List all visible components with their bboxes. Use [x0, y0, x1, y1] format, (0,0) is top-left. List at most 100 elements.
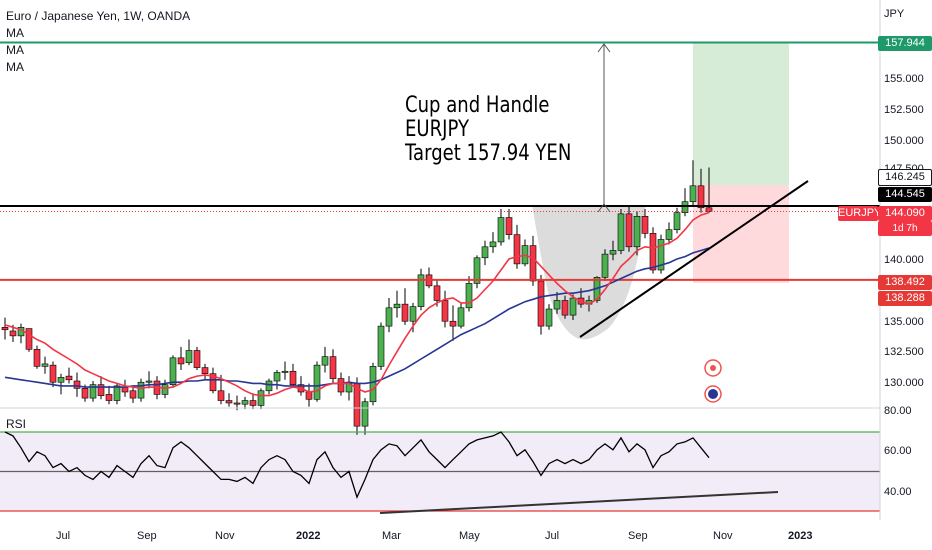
- candle: [329, 349, 337, 384]
- candle: [1, 317, 9, 340]
- candle: [569, 294, 577, 321]
- legend-ma-3[interactable]: MA: [6, 60, 24, 74]
- candle: [201, 363, 209, 380]
- axis-label-155: 155.000: [884, 73, 924, 85]
- candle: [401, 288, 409, 325]
- high-price-tag[interactable]: 146.245: [878, 169, 932, 186]
- legend-ma-1[interactable]: MA: [6, 26, 24, 40]
- candle: [185, 339, 193, 366]
- axis-label-130: 130.000: [884, 377, 924, 389]
- stop-zone: [693, 185, 789, 283]
- low-price-tag[interactable]: 138.288: [878, 291, 932, 306]
- candle-body: [641, 216, 649, 234]
- last-price-tag[interactable]: 144.090: [878, 206, 932, 221]
- candle: [625, 205, 633, 252]
- candle-body: [617, 213, 625, 251]
- candle-body: [609, 250, 617, 255]
- measure-arrow-head-top: [597, 43, 611, 53]
- candle: [241, 396, 249, 410]
- candle-body: [625, 213, 633, 248]
- legend-title[interactable]: Euro / Japanese Yen, 1W, OANDA: [6, 9, 191, 23]
- candle: [281, 361, 289, 380]
- countdown-tag: 1d 7h: [878, 221, 932, 236]
- candle-body: [145, 380, 153, 383]
- candle: [121, 379, 129, 397]
- annotation-line-1: Cup and Handle: [405, 93, 550, 118]
- rsi-axis-40: 40.00: [884, 486, 912, 498]
- support-price-tag[interactable]: 138.492: [878, 275, 932, 290]
- candle-body: [513, 234, 521, 265]
- candle-body: [649, 233, 657, 271]
- candle: [465, 276, 473, 312]
- candle-body: [449, 320, 457, 327]
- candles-layer: [1, 160, 713, 435]
- candle-body: [137, 381, 145, 399]
- candle: [177, 346, 185, 371]
- time-label-sep: Sep: [137, 530, 157, 542]
- candle-body: [41, 363, 49, 367]
- cup-handle-annotation[interactable]: Cup and Handle EURJPY Target 157.94 YEN: [405, 94, 571, 166]
- axis-label-132: 132.500: [884, 346, 924, 358]
- candle-body: [481, 246, 489, 259]
- candle-body: [393, 303, 401, 309]
- legend-rsi[interactable]: RSI: [6, 417, 27, 431]
- axis-currency: JPY: [884, 8, 905, 20]
- annotation-line-2: EURJPY: [405, 117, 469, 142]
- candle-body: [49, 364, 57, 383]
- legend-ma-2[interactable]: MA: [6, 43, 24, 57]
- candle: [73, 372, 81, 397]
- candle-body: [697, 185, 705, 209]
- candle: [665, 222, 673, 245]
- candle-body: [465, 283, 473, 309]
- candle-body: [113, 385, 121, 401]
- symbol-tag[interactable]: EURJPY: [838, 206, 882, 221]
- candle-body: [305, 391, 313, 400]
- candle-body: [169, 357, 177, 385]
- candle: [57, 373, 65, 395]
- time-label-mar: Mar: [382, 530, 401, 542]
- candle: [385, 298, 393, 333]
- candle-body: [241, 400, 249, 405]
- candle-body: [321, 356, 329, 366]
- candle: [481, 240, 489, 266]
- candle: [289, 363, 297, 388]
- candle: [353, 377, 361, 435]
- event-badge-icon[interactable]: [704, 385, 722, 403]
- candle-body: [65, 375, 73, 381]
- time-label-nov: Nov: [215, 530, 235, 542]
- candle: [417, 268, 425, 311]
- candle-body: [105, 394, 113, 401]
- target-price-tag[interactable]: 157.944: [878, 36, 932, 51]
- candle: [561, 295, 569, 319]
- candle-body: [201, 367, 209, 374]
- candle-body: [9, 330, 17, 337]
- candle: [449, 305, 457, 341]
- ascending-trendline: [579, 180, 809, 338]
- candle-body: [657, 239, 665, 271]
- alert-badge-icon[interactable]: [704, 359, 722, 377]
- candle: [257, 388, 265, 410]
- candle-body: [217, 390, 225, 401]
- candle-body: [281, 370, 289, 373]
- candle: [249, 393, 257, 410]
- candle-body: [633, 216, 641, 248]
- candle-body: [233, 402, 241, 405]
- candle: [41, 356, 49, 374]
- axis-label-152: 152.500: [884, 104, 924, 116]
- candle: [497, 208, 505, 246]
- target-zone: [693, 43, 789, 185]
- candle: [441, 290, 449, 328]
- candle: [537, 274, 545, 335]
- candle: [361, 398, 369, 435]
- candle-body: [369, 366, 377, 403]
- candle: [105, 385, 113, 405]
- candle-body: [681, 201, 689, 213]
- candle-body: [161, 384, 169, 395]
- candle-body: [409, 306, 417, 322]
- ma-fast-line: [4, 211, 710, 397]
- resistance-price-tag[interactable]: 144.545: [878, 187, 932, 202]
- candle: [313, 361, 321, 402]
- candle-body: [561, 300, 569, 316]
- candle-body: [553, 300, 561, 310]
